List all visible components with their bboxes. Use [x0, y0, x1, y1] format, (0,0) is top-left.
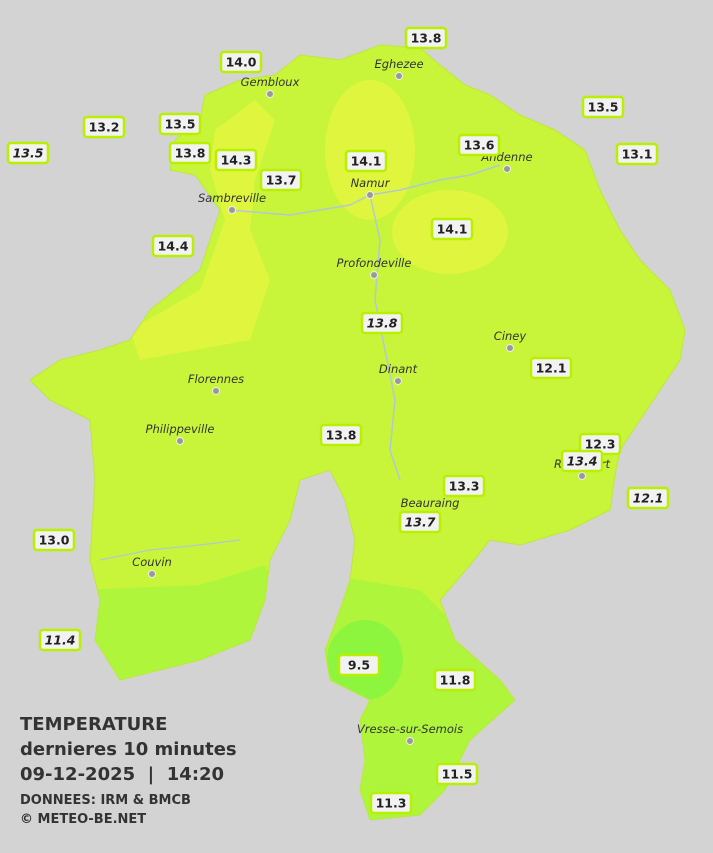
- station-box: [214, 148, 258, 172]
- town-label: Florennes: [188, 372, 244, 386]
- town-dot: [395, 72, 403, 80]
- town-dot: [503, 165, 511, 173]
- station-box: [442, 474, 486, 498]
- towns: EghezeeGemblouxAndenneNamurSambrevillePr…: [132, 57, 611, 745]
- station-box: [168, 141, 212, 165]
- station-temp: 12.1: [633, 491, 664, 506]
- province-outline: [29, 44, 686, 821]
- station-temp: 13.7: [266, 173, 297, 188]
- station-box: [158, 112, 202, 136]
- town-dot: [266, 90, 274, 98]
- town-dot: [366, 191, 374, 199]
- station-temp: 13.7: [405, 515, 436, 530]
- station-temp: 14.0: [226, 55, 257, 70]
- town-label: Profondeville: [337, 256, 412, 270]
- station-temp: 11.5: [442, 767, 473, 782]
- town-label: Dinant: [379, 362, 418, 376]
- station-box: [560, 449, 604, 473]
- legend-credit: © METEO-BE.NET: [20, 812, 146, 827]
- station-temp: 13.5: [588, 100, 619, 115]
- station-temp: 13.8: [326, 428, 357, 443]
- station-temp: 13.1: [622, 147, 653, 162]
- station-box: [433, 668, 477, 692]
- station-box: [430, 217, 474, 241]
- station-temp: 13.4: [567, 454, 598, 469]
- station-temp: 13.8: [411, 31, 442, 46]
- station-box: [581, 95, 625, 119]
- station-box: [219, 50, 263, 74]
- station-temp: 11.8: [440, 673, 471, 688]
- legend-title: TEMPERATURE: [20, 714, 167, 735]
- station-box: [32, 528, 76, 552]
- town-dot: [176, 437, 184, 445]
- station-box: [82, 115, 126, 139]
- town-label: Gembloux: [241, 75, 300, 89]
- station-box: [151, 234, 195, 258]
- station-box: [344, 149, 388, 173]
- station-temp: 14.1: [351, 154, 382, 169]
- town-dot: [370, 271, 378, 279]
- town-dot: [578, 472, 586, 480]
- station-temp: 14.3: [221, 153, 252, 168]
- town-label: Couvin: [132, 555, 172, 569]
- station-box: [615, 142, 659, 166]
- station-temp: 11.4: [45, 633, 76, 648]
- legend-source: DONNEES: IRM & BMCB: [20, 793, 191, 808]
- town-label: Philippeville: [146, 422, 215, 436]
- town-dot: [212, 387, 220, 395]
- town-dot: [228, 206, 236, 214]
- town-label: Eghezee: [374, 57, 423, 71]
- legend: TEMPERATURE dernieres 10 minutes 09-12-2…: [20, 714, 237, 827]
- station-temp: 13.6: [464, 138, 495, 153]
- stations: 14.0 13.8 13.5 13.2 13.5 13.5 13.8 14.3 14.1 13.6…: [6, 26, 670, 815]
- station-box: [626, 486, 670, 510]
- station-temp: 13.5: [165, 117, 196, 132]
- station-temp: 9.5: [348, 658, 370, 673]
- station-box: [404, 26, 448, 50]
- town-label: Namur: [351, 176, 391, 190]
- town-dot: [506, 344, 514, 352]
- legend-subtitle: dernieres 10 minutes: [20, 739, 237, 760]
- station-box: [529, 356, 573, 380]
- station-temp: 13.8: [175, 146, 206, 161]
- station-temp: 14.1: [437, 222, 468, 237]
- station-temp: 13.0: [39, 533, 70, 548]
- town-dot: [406, 737, 414, 745]
- station-box: [398, 510, 442, 534]
- station-box: [38, 628, 82, 652]
- town-label: Beauraing: [401, 496, 460, 510]
- station-box: [259, 168, 303, 192]
- town-dot: [148, 570, 156, 578]
- station-temp: 13.8: [367, 316, 398, 331]
- station-temp: 12.3: [585, 437, 616, 452]
- legend-datetime: 09-12-2025 | 14:20: [20, 764, 224, 785]
- town-label: Sambreville: [198, 191, 266, 205]
- station-temp: 13.3: [449, 479, 480, 494]
- town-label: Ciney: [494, 329, 527, 343]
- station-temp: 12.1: [536, 361, 567, 376]
- town-label: Vresse-sur-Semois: [357, 722, 463, 736]
- station-box: [435, 762, 479, 786]
- station-box: [319, 423, 363, 447]
- station-box: [360, 311, 404, 335]
- station-box: [369, 791, 413, 815]
- station-temp: 14.4: [158, 239, 189, 254]
- station-box: [6, 141, 50, 165]
- station-temp: 13.5: [13, 146, 44, 161]
- station-box: [337, 653, 381, 677]
- station-box: [457, 133, 501, 157]
- station-temp: 11.3: [376, 796, 407, 811]
- town-dot: [394, 377, 402, 385]
- station-temp: 13.2: [89, 120, 120, 135]
